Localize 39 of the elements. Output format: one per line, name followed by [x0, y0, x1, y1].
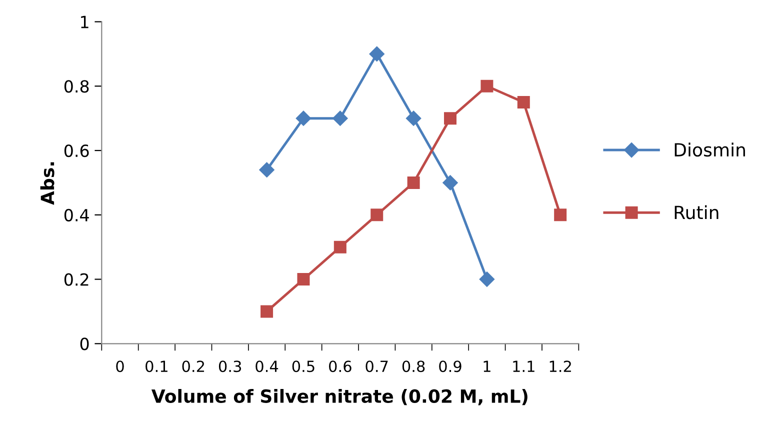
point: [369, 46, 384, 62]
legend-label: Rutin: [674, 205, 718, 220]
x-tick-label: 0: [116, 360, 124, 372]
point: [554, 208, 567, 222]
x-axis-title: Volume of Silver nitrate (0.02 M, mL): [151, 388, 528, 406]
x-tick-label: 0.6: [329, 360, 352, 372]
point: [444, 112, 456, 125]
y-tick-label: 0.4: [64, 208, 89, 222]
y-tick-label: 0.6: [64, 144, 89, 158]
x-tick-label: 0.1: [146, 360, 168, 372]
x-tick-label: 0.4: [256, 360, 278, 372]
point: [370, 208, 384, 222]
point: [480, 80, 494, 92]
y-tick-label: 0: [80, 338, 89, 350]
y-tick-label: 1: [81, 16, 88, 28]
x-tick-label: 0.8: [402, 360, 425, 372]
point: [260, 305, 274, 318]
x-tick-label: 0.2: [182, 360, 204, 372]
point: [407, 176, 420, 189]
x-tick-label: 1.2: [550, 360, 571, 372]
point: [297, 273, 310, 286]
point: [296, 110, 312, 126]
point: [517, 96, 530, 108]
x-tick-label: 0.9: [439, 360, 462, 372]
legend-label: Diosmin: [674, 142, 745, 157]
x-tick-label: 1: [484, 360, 490, 372]
point: [332, 110, 348, 126]
y-tick-label: 0.8: [64, 80, 89, 93]
x-tick-label: 1.1: [513, 360, 534, 372]
y-axis-title: Abs.: [40, 162, 54, 205]
point: [442, 175, 458, 190]
point: [259, 162, 274, 178]
y-tick-label: 0.2: [64, 273, 88, 286]
point: [334, 240, 346, 254]
x-tick-label: 0.3: [218, 360, 242, 372]
point: [479, 272, 495, 287]
x-tick-label: 0.5: [292, 360, 314, 372]
x-tick-label: 0.7: [366, 360, 388, 372]
point: [406, 110, 422, 126]
